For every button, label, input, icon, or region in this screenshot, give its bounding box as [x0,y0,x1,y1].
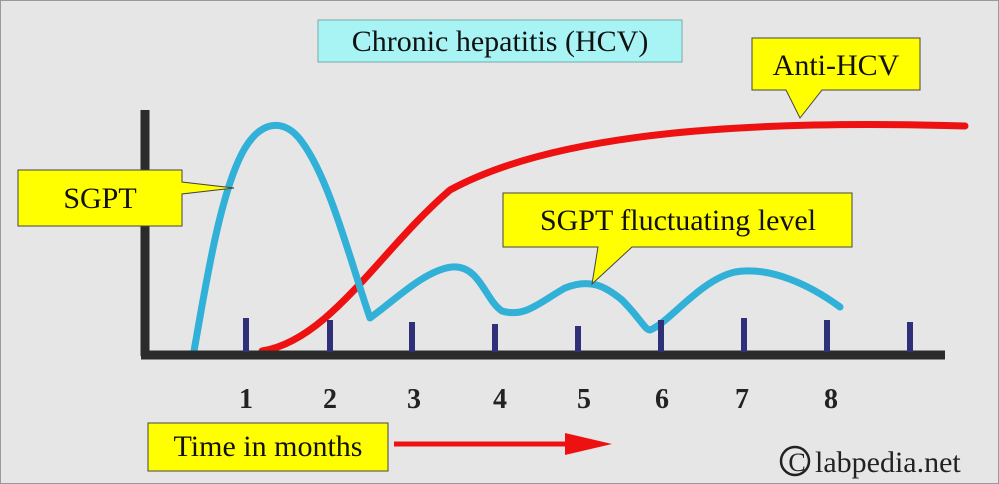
tick-mark [492,324,498,352]
time-axis-label: Time in months [174,430,363,463]
tick-mark [824,320,830,352]
tick-label: 6 [655,384,669,415]
tick-mark [243,318,249,352]
sgpt-fluctuating-label: SGPT fluctuating level [540,204,816,237]
tick-mark [907,322,913,352]
sgpt-curve [190,122,844,355]
sgpt-fluctuating-callout: SGPT fluctuating level [502,192,853,286]
tick-label: 3 [407,384,421,415]
tick-mark [409,322,415,352]
time-arrow [394,433,612,455]
tick-label: 5 [577,384,591,415]
tick-label: 2 [323,384,337,415]
copyright-icon [779,445,811,477]
tick-label: 8 [824,384,838,415]
watermark: © C labpedia.net [779,445,961,479]
anti-hcv-curve [258,120,969,355]
sgpt-label: SGPT [63,182,136,215]
watermark-text: labpedia.net [815,446,961,479]
svg-text:C: C [788,448,805,477]
anti-hcv-label: Anti-HCV [773,49,900,82]
tick-mark [658,320,664,352]
sgpt-callout: SGPT [17,169,235,227]
tick-mark [575,326,581,352]
time-axis-label-box: Time in months [147,422,389,472]
tick-mark [741,318,747,352]
title-box: Chronic hepatitis (HCV) [317,19,683,63]
tick-label: 4 [493,384,507,415]
tick-label: 7 [735,384,749,415]
tick-mark [327,320,333,352]
anti-hcv-callout: Anti-HCV [751,37,921,119]
tick-label: 1 [239,384,253,415]
tick-marks [243,318,913,352]
diagram-title: Chronic hepatitis (HCV) [352,25,649,58]
